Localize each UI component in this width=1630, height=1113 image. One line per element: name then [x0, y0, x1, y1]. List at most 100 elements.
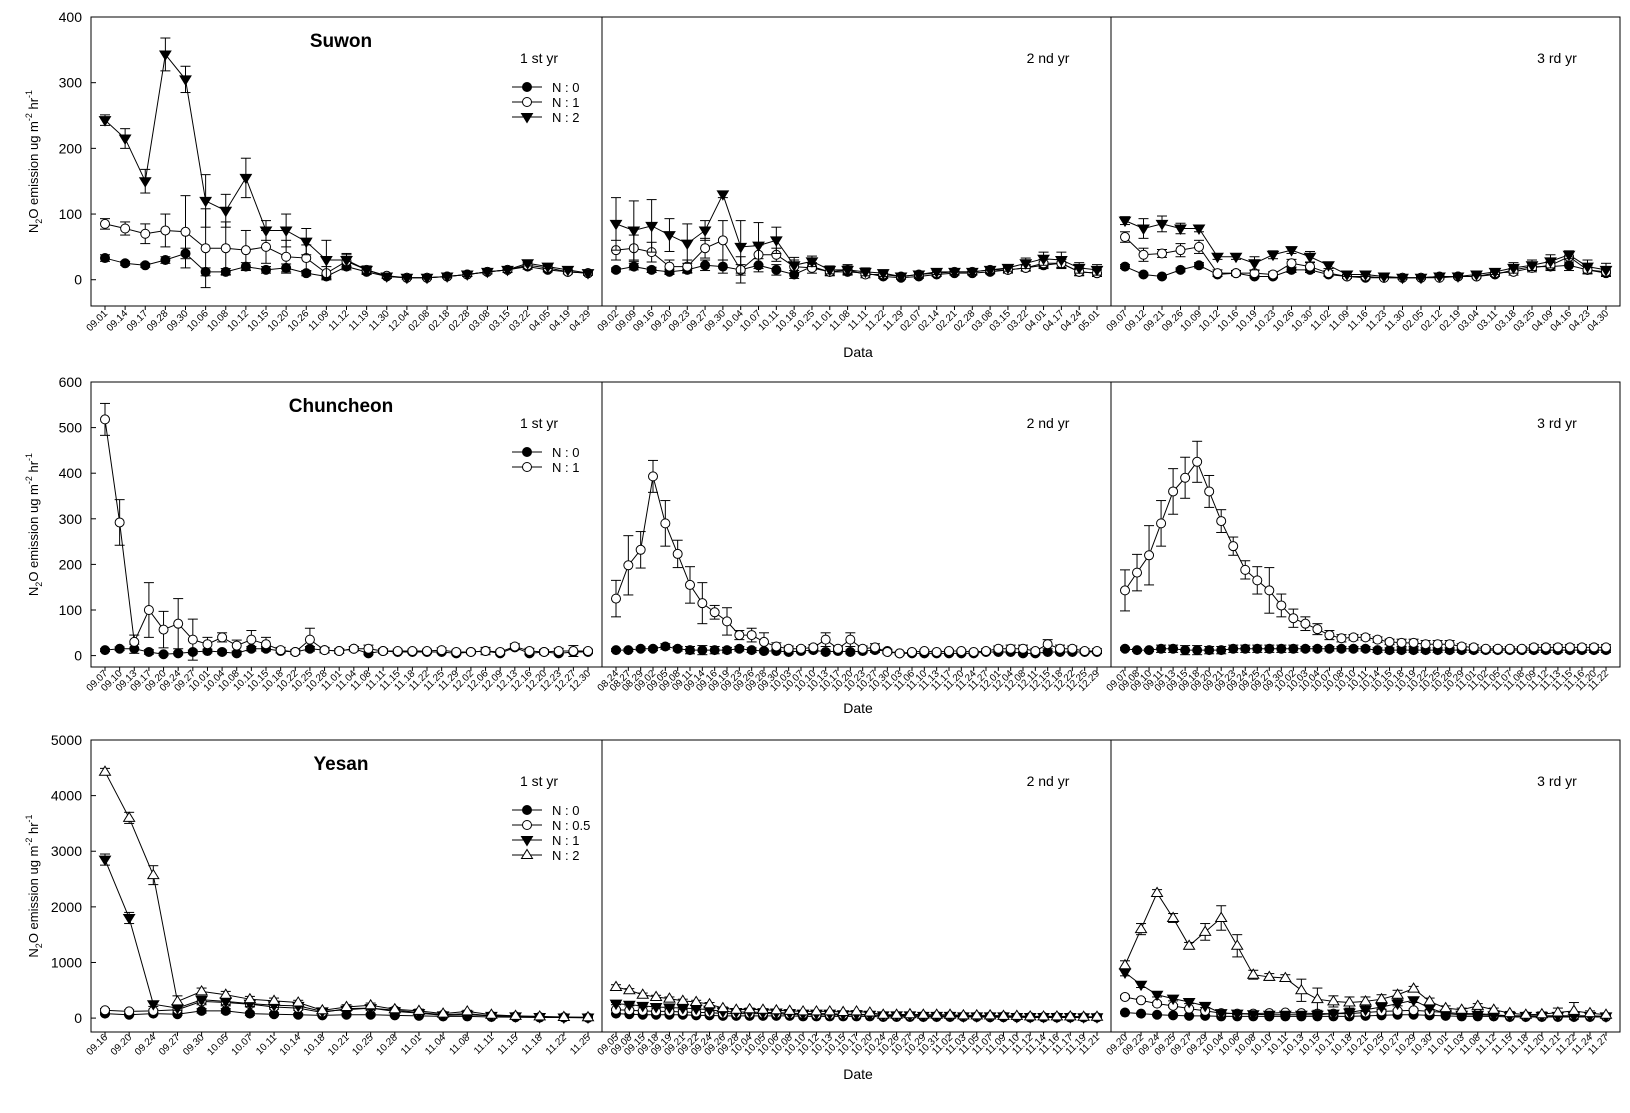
x-tick-label: 10.25 [350, 1032, 376, 1058]
data-point [645, 221, 659, 233]
data-point [622, 983, 636, 995]
legend-marker [520, 836, 534, 847]
data-point [1470, 270, 1483, 281]
data-point [158, 624, 169, 635]
data-point [380, 272, 394, 283]
y-axis-label-part: -1 [24, 814, 34, 822]
data-point [1396, 637, 1407, 648]
data-point [231, 640, 242, 651]
data-point [876, 269, 890, 280]
data-point [319, 256, 333, 267]
data-point [1384, 645, 1395, 656]
data-point [1194, 241, 1204, 252]
data-point [820, 634, 831, 645]
data-point [1192, 645, 1203, 656]
x-tick-label: 10.20 [266, 308, 292, 334]
data-point [1120, 261, 1130, 272]
data-point [146, 1000, 160, 1011]
x-tick-label: 11.19 [347, 308, 372, 333]
data-point [521, 259, 535, 270]
data-point [1581, 262, 1594, 274]
data-point [100, 218, 110, 229]
x-tick-label: 09.24 [133, 1032, 159, 1058]
series-N-2 [609, 190, 1104, 283]
data-point [1166, 911, 1180, 922]
data-point [1286, 258, 1297, 269]
data-point [845, 634, 856, 645]
data-point [734, 242, 748, 254]
data-point [1118, 958, 1132, 970]
data-point [808, 642, 819, 653]
data-point [1228, 541, 1239, 552]
legend-label: N : 1 [552, 460, 579, 475]
data-point [1324, 643, 1335, 654]
data-point [173, 648, 184, 659]
y-axis-label-part: N [26, 948, 41, 957]
data-point [1504, 643, 1515, 654]
data-point [907, 646, 917, 657]
data-point [460, 270, 474, 281]
data-point [1192, 224, 1206, 235]
data-point [857, 643, 868, 654]
data-point [480, 267, 494, 279]
data-point [98, 116, 112, 127]
data-point [158, 50, 172, 61]
data-point [407, 646, 418, 657]
data-point [261, 264, 271, 275]
data-point [648, 471, 658, 482]
data-point [118, 134, 132, 145]
data-point [769, 1003, 783, 1015]
series-line [615, 239, 1098, 277]
data-point [1276, 643, 1287, 654]
data-point [1216, 516, 1227, 527]
x-tick-label: 12.04 [387, 308, 413, 334]
x-tick-label: 02.08 [407, 308, 433, 334]
data-point [919, 646, 930, 657]
data-point [1090, 265, 1104, 277]
data-point [1211, 252, 1224, 264]
data-point [1175, 245, 1186, 256]
data-point [1471, 999, 1485, 1010]
data-point [244, 1008, 255, 1019]
data-point [568, 646, 579, 657]
data-point [440, 272, 454, 283]
data-point [100, 1005, 110, 1016]
x-tick-label: 11.04 [423, 1032, 448, 1057]
data-point [664, 261, 675, 272]
data-point [623, 560, 634, 571]
x-tick-label: 10.05 [205, 1032, 231, 1058]
x-tick-label: 11.22 [544, 1032, 569, 1057]
data-point [1228, 643, 1239, 654]
data-point [304, 634, 315, 645]
data-point [219, 988, 233, 999]
data-point [611, 645, 621, 656]
y-axis-label-part: O emission ug m [26, 484, 41, 582]
series-line [104, 419, 588, 653]
data-point [1182, 997, 1196, 1009]
data-point [436, 1007, 450, 1018]
data-point [660, 518, 671, 529]
series-N-1 [100, 195, 593, 289]
data-point [623, 645, 634, 656]
x-tick-label: 09.16 [85, 1032, 111, 1058]
x-tick-label: 11.30 [367, 308, 392, 333]
x-tick-label: 11.25 [568, 1032, 593, 1057]
data-point [1562, 250, 1576, 262]
legend-marker [522, 820, 532, 830]
x-tick-label: 09.27 [157, 1032, 183, 1058]
data-point [649, 1002, 663, 1014]
data-point [1599, 265, 1613, 277]
data-point [823, 1004, 837, 1016]
data-point [660, 641, 671, 652]
x-tick-label: 03.08 [467, 308, 493, 334]
panel-2: 08.2408.2708.2909.0209.0509.0809.1109.14… [596, 381, 1112, 694]
series-N-2 [609, 980, 1104, 1021]
data-point [1311, 992, 1324, 1004]
data-point [160, 225, 171, 236]
data-point [1252, 643, 1263, 654]
panel-3: 09.2009.2209.2409.2509.2709.2910.0410.06… [1105, 739, 1621, 1058]
data-point [894, 648, 905, 659]
data-point [465, 646, 476, 657]
data-point [1278, 971, 1292, 983]
panel-2: 09.0209.0909.1609.2009.2309.2709.3010.04… [596, 16, 1112, 334]
